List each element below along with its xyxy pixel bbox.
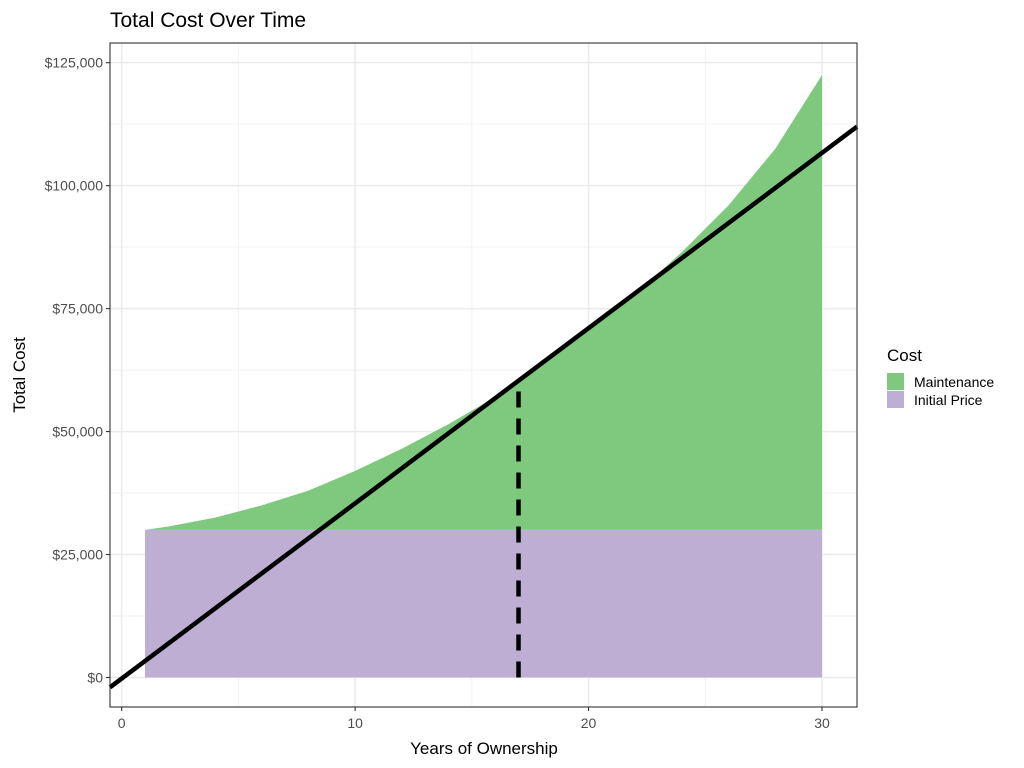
y-tick-label: $50,000 — [52, 424, 103, 440]
y-axis-title: Total Cost — [10, 337, 29, 413]
y-tick-label: $125,000 — [45, 55, 104, 71]
panel-border — [109, 42, 858, 708]
y-tick-label: $0 — [87, 669, 103, 685]
x-tick-label: 30 — [814, 715, 830, 731]
trend-line — [108, 124, 859, 690]
y-tick-label: $75,000 — [52, 301, 103, 317]
area-layer — [145, 74, 822, 678]
chart-title: Total Cost Over Time — [110, 9, 306, 32]
legend-label-initial-price: Initial Price — [914, 392, 983, 408]
axis-ticks: 0 10 20 30 $0 $25,000 $50,000 $75,000 $100,000 $1… — [45, 55, 830, 731]
legend-title: Cost — [887, 346, 922, 365]
area-maintenance — [145, 74, 822, 530]
x-tick-label: 10 — [347, 715, 363, 731]
legend-label-maintenance: Maintenance — [914, 374, 994, 390]
x-tick-label: 0 — [118, 715, 126, 731]
line-layer — [108, 124, 859, 690]
legend-key-initial-price — [887, 391, 904, 408]
legend: Cost Maintenance Initial Price — [887, 346, 994, 408]
x-tick-label: 20 — [581, 715, 597, 731]
y-tick-label: $25,000 — [52, 547, 103, 563]
legend-key-maintenance — [887, 373, 904, 390]
y-tick-label: $100,000 — [45, 178, 104, 194]
area-initial-price — [145, 529, 822, 678]
x-axis-title: Years of Ownership — [410, 739, 558, 758]
